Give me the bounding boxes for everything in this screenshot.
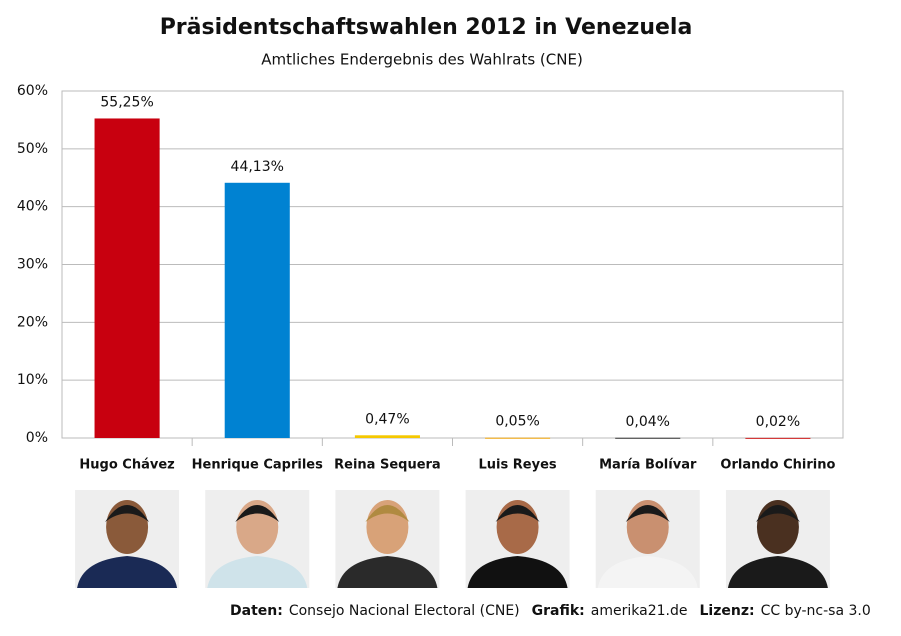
portrait [595,490,700,588]
y-tick-label: 20% [17,314,48,330]
value-label: 55,25% [100,94,153,110]
x-tick-label: Luis Reyes [479,458,557,473]
portrait-body [337,556,438,588]
y-tick-label: 50% [17,141,48,157]
portrait-hair [235,505,280,522]
chart-subtitle: Amtliches Endergebnis des Wahlrats (CNE) [261,51,583,69]
value-label: 0,02% [756,414,800,430]
portrait-body [597,556,698,588]
portrait-hair [495,505,540,522]
footer-label: Lizenz: [699,603,754,619]
bar [354,435,420,438]
value-label: 0,05% [495,414,539,430]
x-tick-label: Hugo Chávez [79,458,174,473]
x-tick-label: Reina Sequera [334,458,441,473]
chart-title: Präsidentschaftswahlen 2012 in Venezuela [160,15,693,40]
portrait [205,490,310,588]
y-tick-label: 40% [17,199,48,215]
bar [485,437,551,439]
portrait [75,490,180,588]
portrait-body [207,556,308,588]
value-label: 0,04% [626,414,670,430]
footer-text: amerika21.de [591,603,688,619]
portrait [725,490,830,588]
portrait-body [77,556,178,588]
footer-text: CC by-nc-sa 3.0 [761,603,871,619]
y-tick-label: 10% [17,372,48,388]
bar [615,437,681,439]
x-tick-label: María Bolívar [599,458,697,473]
portrait [465,490,570,588]
footer-label: Grafik: [532,603,585,619]
bar [745,437,811,439]
portrait-hair [365,505,410,522]
portrait-hair [625,505,670,522]
bar [224,182,290,438]
value-label: 0,47% [365,411,409,427]
portrait-body [727,556,828,588]
portrait-body [467,556,568,588]
y-tick-label: 60% [17,83,48,99]
portrait [335,490,440,588]
portrait-hair [755,505,800,522]
x-tick-label: Henrique Capriles [192,458,323,473]
y-tick-label: 0% [26,430,48,446]
x-tick-label: Orlando Chirino [720,458,835,473]
y-tick-label: 30% [17,257,48,273]
value-label: 44,13% [231,159,284,175]
footer-text: Consejo Nacional Electoral (CNE) [289,603,520,619]
portrait-hair [105,505,150,522]
bar [94,118,160,439]
footer-label: Daten: [230,603,283,619]
